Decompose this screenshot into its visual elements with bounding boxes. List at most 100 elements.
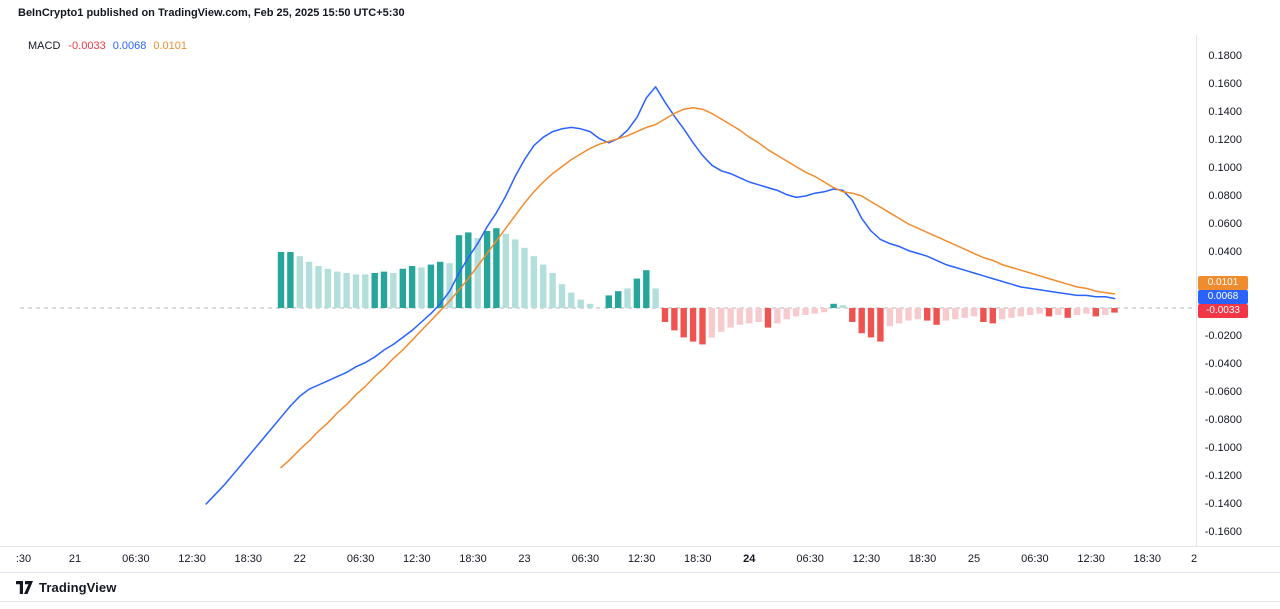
macd-histogram-bar [661,308,669,322]
macd-pane[interactable] [20,35,1196,546]
macd-histogram-bar [671,308,678,331]
legend-value: 0.0068 [112,40,147,52]
macd-histogram-bar [708,308,715,338]
macd-histogram-bar [952,308,959,320]
macd-histogram-bar [652,288,659,308]
price-axis-label: -0.0800 [1204,414,1242,426]
macd-histogram-bar [970,308,978,317]
price-axis-label: 0.0800 [1208,190,1242,202]
macd-histogram-bar [905,308,912,321]
time-axis-label: 06:30 [346,553,375,565]
price-axis-label: 0.0400 [1208,246,1242,258]
macd-histogram-bar [942,308,950,321]
macd-histogram-bar [764,308,772,328]
macd-histogram-bar [774,308,781,324]
price-axis-label: 0.1600 [1208,78,1242,90]
macd-histogram-bar [792,308,800,317]
signal-line [280,107,1116,469]
macd-histogram-bar [1027,308,1034,315]
legend-value: -0.0033 [68,40,106,52]
macd-histogram-bar [811,308,818,314]
macd-histogram-bar [736,308,744,325]
macd-histogram-bar [624,288,631,308]
time-axis-label: 18:30 [459,553,487,565]
tradingview-logo-icon [16,580,33,594]
macd-histogram-bar [980,308,987,322]
macd-histogram-bar [895,308,903,324]
macd-histogram-bar [1092,308,1099,317]
macd-histogram-bar [1111,308,1118,313]
page-bottom-divider [0,601,1280,602]
indicator-values: -0.0033 0.0068 0.0101 [68,40,187,52]
time-axis-label: 06:30 [122,553,150,565]
price-tag: 0.0068 [1198,290,1248,304]
macd-histogram-bar [1008,308,1015,318]
price-axis[interactable]: 0.1800 0.1600 0.1400 0.1200 0.1000 0.0800 0.06… [1196,35,1280,546]
time-axis-label: 12:30 [852,553,881,565]
time-axis-label: 25 [967,553,981,565]
time-axis-label: :30 [15,553,32,565]
macd-histogram-bar [605,295,612,308]
macd-histogram-bar [680,308,687,338]
macd-histogram-bar [877,308,884,342]
macd-histogram-bar [287,252,294,308]
time-axis-label: 06:30 [571,553,600,565]
macd-histogram-bar [718,308,725,332]
macd-histogram-bar [839,305,847,308]
macd-histogram-bar [867,308,875,338]
legend-value: 0.0101 [153,40,188,52]
macd-histogram-bar [465,232,472,308]
macd-histogram-bar [549,273,556,308]
price-axis-label: 0.1400 [1208,106,1242,118]
macd-histogram-bar [558,284,566,308]
macd-histogram-bar [380,271,388,308]
time-axis-label: 12:30 [627,553,656,565]
time-axis[interactable]: :30 21 06:30 12:30 18:30 22 06:30 12:30 18:30 23 0… [0,546,1200,572]
time-axis-label: 24 [743,553,756,565]
macd-histogram-bar [568,292,575,308]
macd-histogram-bar [1073,308,1081,315]
macd-histogram-bar [1055,308,1062,315]
indicator-title[interactable]: MACD [28,40,61,52]
macd-histogram-bar [474,238,481,308]
macd-histogram-bar [989,308,996,324]
macd-histogram-bar [408,266,416,308]
time-axis-label: 12:30 [178,553,206,565]
macd-histogram-bar [437,261,444,308]
macd-histogram-bar [998,308,1006,320]
publish-attribution: BeInCrypto1 published on TradingView.com… [18,7,405,19]
macd-histogram-bar [1064,308,1071,318]
macd-histogram-bar [418,267,425,308]
macd-histogram-bar [849,308,856,322]
macd-histogram-bar [802,308,809,315]
macd-histogram-bar [427,264,435,308]
macd-histogram-bar [933,308,940,325]
macd-histogram-bar [577,299,584,308]
macd-histogram-bar [643,270,650,308]
macd-histogram-bar [689,308,697,342]
footer: TradingView [16,579,116,595]
price-tag: 0.0101 [1198,276,1248,290]
macd-histogram-bar [699,308,706,345]
price-axis-label: -0.0400 [1204,358,1242,370]
macd-histogram-bar [324,268,332,308]
time-axis-label: 23 [518,553,531,565]
macd-histogram-bar [783,308,790,320]
time-axis-label: 22 [293,553,306,565]
macd-histogram-bar [1102,308,1109,315]
macd-histogram-bar [352,274,360,308]
price-axis-label: 0.1000 [1208,162,1242,174]
macd-histogram-bar [1083,308,1090,314]
macd-histogram-bar [446,263,453,308]
time-axis-label: 2 [1191,553,1198,565]
macd-histogram-bar [296,256,303,308]
time-axis-label: 12:30 [403,553,431,565]
macd-histogram-bar [277,252,285,308]
price-tag: -0.0033 [1198,304,1248,318]
tradingview-logo[interactable]: TradingView [16,580,116,595]
macd-histogram-bar [512,239,519,308]
time-axis-label: 18:30 [234,553,263,565]
macd-histogram-bar [305,261,313,308]
macd-histogram-bar [886,308,893,327]
macd-histogram-bar [371,273,378,308]
